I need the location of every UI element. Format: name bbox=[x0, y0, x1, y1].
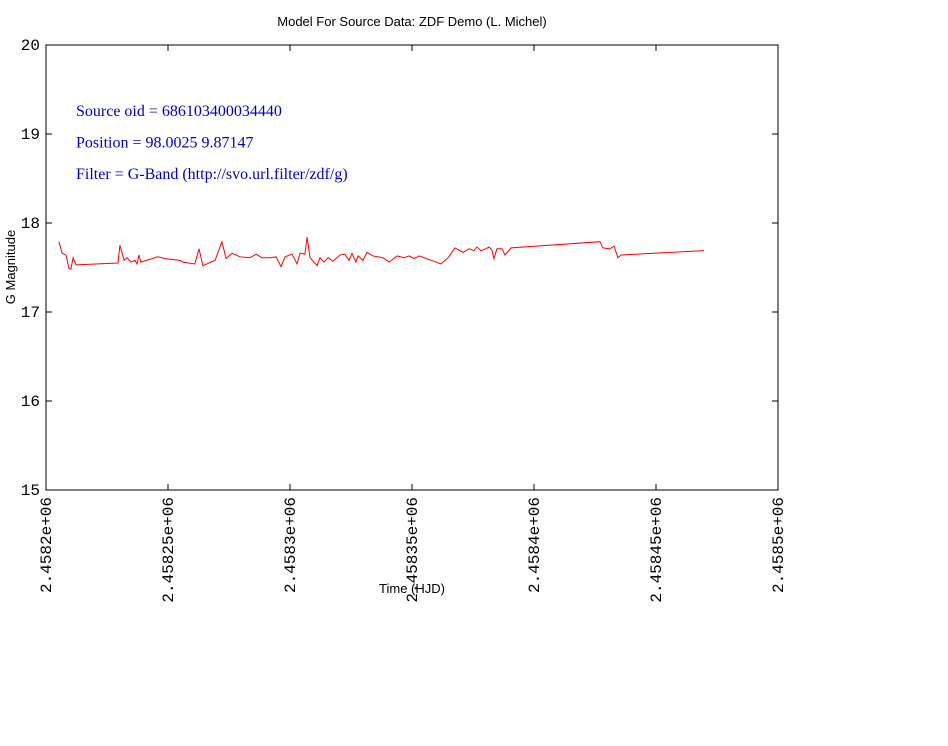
x-tick-label: 2.4583e+06 bbox=[282, 497, 300, 593]
y-tick-label: 18 bbox=[21, 215, 40, 233]
y-tick-label: 15 bbox=[21, 482, 40, 500]
x-tick-label: 2.4584e+06 bbox=[526, 497, 544, 593]
y-tick-label: 19 bbox=[21, 126, 40, 144]
chart-title: Model For Source Data: ZDF Demo (L. Mich… bbox=[277, 14, 546, 29]
annotation: Position = 98.0025 9.87147 bbox=[76, 135, 253, 152]
annotation: Filter = G-Band (http://svo.url.filter/z… bbox=[76, 166, 348, 183]
y-tick-label: 20 bbox=[21, 37, 40, 55]
x-axis-label: Time (HJD) bbox=[379, 581, 445, 596]
annotation: Source oid = 686103400034440 bbox=[76, 103, 282, 120]
data-line bbox=[58, 237, 705, 270]
x-tick-label: 2.45835e+06 bbox=[404, 497, 422, 603]
x-tick-label: 2.45825e+06 bbox=[160, 497, 178, 603]
x-tick-label: 2.4582e+06 bbox=[38, 497, 56, 593]
x-tick-label: 2.4585e+06 bbox=[770, 497, 788, 593]
x-tick-label: 2.45845e+06 bbox=[648, 497, 666, 603]
y-tick-label: 16 bbox=[21, 393, 40, 411]
y-axis-label: G Magnitude bbox=[3, 230, 18, 304]
y-tick-label: 17 bbox=[21, 304, 40, 322]
